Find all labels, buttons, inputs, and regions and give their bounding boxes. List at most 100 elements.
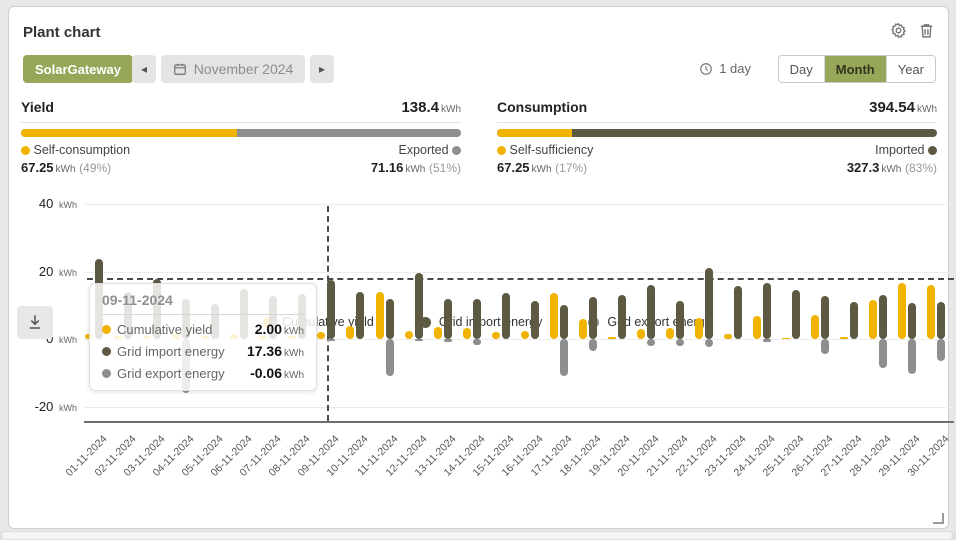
self-sufficiency-label: Self-sufficiency (497, 143, 593, 157)
bar-grid-export-energy-24-11-2024[interactable] (763, 339, 772, 342)
bar-cumulative-yield-30-11-2024[interactable] (927, 285, 936, 339)
bar-grid-import-energy-18-11-2024[interactable] (588, 296, 597, 339)
exported-value: 71.16 kWh (51%) (370, 160, 461, 175)
tooltip-value: 17.36 kWh (246, 343, 304, 359)
bar-cumulative-yield-25-11-2024[interactable] (782, 337, 791, 339)
bar-cumulative-yield-24-11-2024[interactable] (753, 316, 762, 339)
view-tab-day[interactable]: Day (778, 56, 824, 82)
bar-grid-export-energy-17-11-2024[interactable] (559, 339, 568, 377)
bar-grid-import-energy-10-11-2024[interactable] (356, 291, 365, 339)
bar-cumulative-yield-16-11-2024[interactable] (520, 331, 529, 339)
series-dot (102, 324, 111, 334)
bar-grid-export-energy-30-11-2024[interactable] (937, 339, 946, 361)
bar-grid-import-energy-28-11-2024[interactable] (879, 295, 888, 339)
bar-grid-import-energy-21-11-2024[interactable] (676, 300, 684, 339)
gridline (84, 339, 954, 340)
bar-grid-export-energy-22-11-2024[interactable] (705, 339, 714, 348)
bar-grid-import-energy-11-11-2024[interactable] (385, 298, 394, 339)
tooltip-series-label: Cumulative yield (117, 321, 213, 337)
tooltip-series-label: Grid export energy (117, 365, 225, 381)
view-tab-year[interactable]: Year (885, 56, 935, 82)
tooltip-date: 09-11-2024 (102, 292, 304, 315)
gridline (84, 406, 954, 408)
toolbar: SolarGateway ◂ November 2024 ▸ 1 day Day… (23, 55, 936, 83)
view-switcher: Day Month Year (777, 55, 936, 83)
bar-cumulative-yield-29-11-2024[interactable] (898, 282, 907, 339)
bar-cumulative-yield-09-11-2024[interactable] (317, 332, 326, 339)
bar-grid-import-energy-26-11-2024[interactable] (821, 295, 830, 339)
bar-cumulative-yield-19-11-2024[interactable] (607, 337, 616, 339)
yield-panel: Yield 138.4 kWh Self-consumption Exported… (21, 99, 461, 175)
y-axis-label: -20 kWh (34, 398, 77, 414)
next-period-button[interactable]: ▸ (310, 55, 334, 83)
chart-tooltip: 09-11-2024 Cumulative yield 2.00 kWh Grid i… (89, 283, 317, 391)
tooltip-row: Grid import energy 17.36 kWh (102, 343, 304, 359)
tooltip-row: Grid export energy -0.06 kWh (102, 365, 304, 381)
view-tab-month[interactable]: Month (823, 56, 886, 82)
bar-cumulative-yield-27-11-2024[interactable] (840, 337, 849, 339)
bar-cumulative-yield-18-11-2024[interactable] (578, 318, 587, 339)
bar-grid-import-energy-24-11-2024[interactable] (763, 283, 772, 339)
exported-label: Exported (398, 143, 461, 157)
bar-cumulative-yield-26-11-2024[interactable] (811, 315, 820, 339)
date-picker-button[interactable]: November 2024 (161, 55, 305, 83)
bar-grid-export-energy-18-11-2024[interactable] (588, 339, 597, 351)
bar-grid-import-energy-17-11-2024[interactable] (559, 305, 568, 339)
bar-grid-export-energy-14-11-2024[interactable] (472, 339, 481, 346)
bar-grid-import-energy-12-11-2024[interactable] (414, 273, 423, 339)
bar-grid-export-energy-12-11-2024[interactable] (414, 339, 423, 341)
horizontal-scrollbar[interactable] (0, 531, 956, 540)
bar-grid-export-energy-13-11-2024[interactable] (443, 339, 452, 342)
bar-grid-import-energy-14-11-2024[interactable] (472, 298, 481, 339)
bar-cumulative-yield-21-11-2024[interactable] (666, 328, 674, 339)
legend-item-grid-import-energy[interactable]: Grid import energy (419, 315, 542, 329)
gateway-selector-button[interactable]: SolarGateway (23, 55, 133, 83)
bar-grid-import-energy-27-11-2024[interactable] (850, 302, 859, 339)
bar-grid-import-energy-22-11-2024[interactable] (705, 267, 714, 339)
download-chart-button[interactable] (17, 306, 53, 339)
scrollbar-thumb[interactable] (2, 532, 952, 539)
bar-grid-import-energy-25-11-2024[interactable] (792, 290, 801, 339)
settings-gear-icon[interactable] (890, 21, 908, 39)
bar-grid-export-energy-11-11-2024[interactable] (385, 339, 394, 377)
resize-grip-icon[interactable] (933, 513, 944, 524)
bar-grid-export-energy-09-11-2024[interactable] (327, 339, 336, 341)
bar-cumulative-yield-23-11-2024[interactable] (724, 333, 733, 339)
bar-cumulative-yield-17-11-2024[interactable] (549, 293, 558, 339)
bar-grid-import-energy-13-11-2024[interactable] (443, 299, 452, 339)
series-dot (102, 346, 111, 356)
bar-grid-import-energy-09-11-2024[interactable] (327, 280, 336, 339)
bar-cumulative-yield-28-11-2024[interactable] (869, 300, 878, 339)
bar-grid-export-energy-20-11-2024[interactable] (646, 339, 655, 346)
bar-grid-export-energy-29-11-2024[interactable] (908, 339, 917, 375)
gridline (84, 204, 954, 205)
bar-cumulative-yield-20-11-2024[interactable] (636, 328, 645, 339)
bar-cumulative-yield-10-11-2024[interactable] (346, 325, 355, 339)
bar-grid-export-energy-21-11-2024[interactable] (676, 339, 684, 346)
consumption-total: 394.54 kWh (869, 99, 937, 116)
trash-icon[interactable] (918, 21, 936, 39)
yield-title: Yield (21, 99, 54, 115)
bar-grid-export-energy-28-11-2024[interactable] (879, 339, 888, 368)
bar-cumulative-yield-13-11-2024[interactable] (433, 326, 442, 339)
bar-cumulative-yield-22-11-2024[interactable] (695, 317, 704, 339)
bar-cumulative-yield-15-11-2024[interactable] (491, 332, 500, 339)
bar-grid-import-energy-19-11-2024[interactable] (617, 295, 626, 339)
bar-cumulative-yield-12-11-2024[interactable] (404, 330, 413, 339)
bar-grid-import-energy-20-11-2024[interactable] (646, 285, 655, 339)
bar-grid-import-energy-23-11-2024[interactable] (734, 286, 743, 339)
clock-icon (700, 62, 713, 75)
previous-period-button[interactable]: ◂ (132, 55, 156, 83)
bar-grid-import-energy-29-11-2024[interactable] (908, 303, 917, 339)
bar-grid-import-energy-16-11-2024[interactable] (530, 301, 539, 339)
self-consumption-label: Self-consumption (21, 143, 130, 157)
yield-progress-fill (21, 129, 237, 137)
bar-grid-export-energy-26-11-2024[interactable] (821, 339, 830, 355)
consumption-progress-bar (497, 129, 937, 137)
bar-grid-import-energy-30-11-2024[interactable] (937, 301, 946, 339)
bar-grid-import-energy-15-11-2024[interactable] (501, 293, 510, 339)
bar-cumulative-yield-14-11-2024[interactable] (462, 328, 471, 339)
tooltip-series-label: Grid import energy (117, 343, 225, 359)
bar-cumulative-yield-11-11-2024[interactable] (375, 292, 384, 339)
yield-progress-bar (21, 129, 461, 137)
